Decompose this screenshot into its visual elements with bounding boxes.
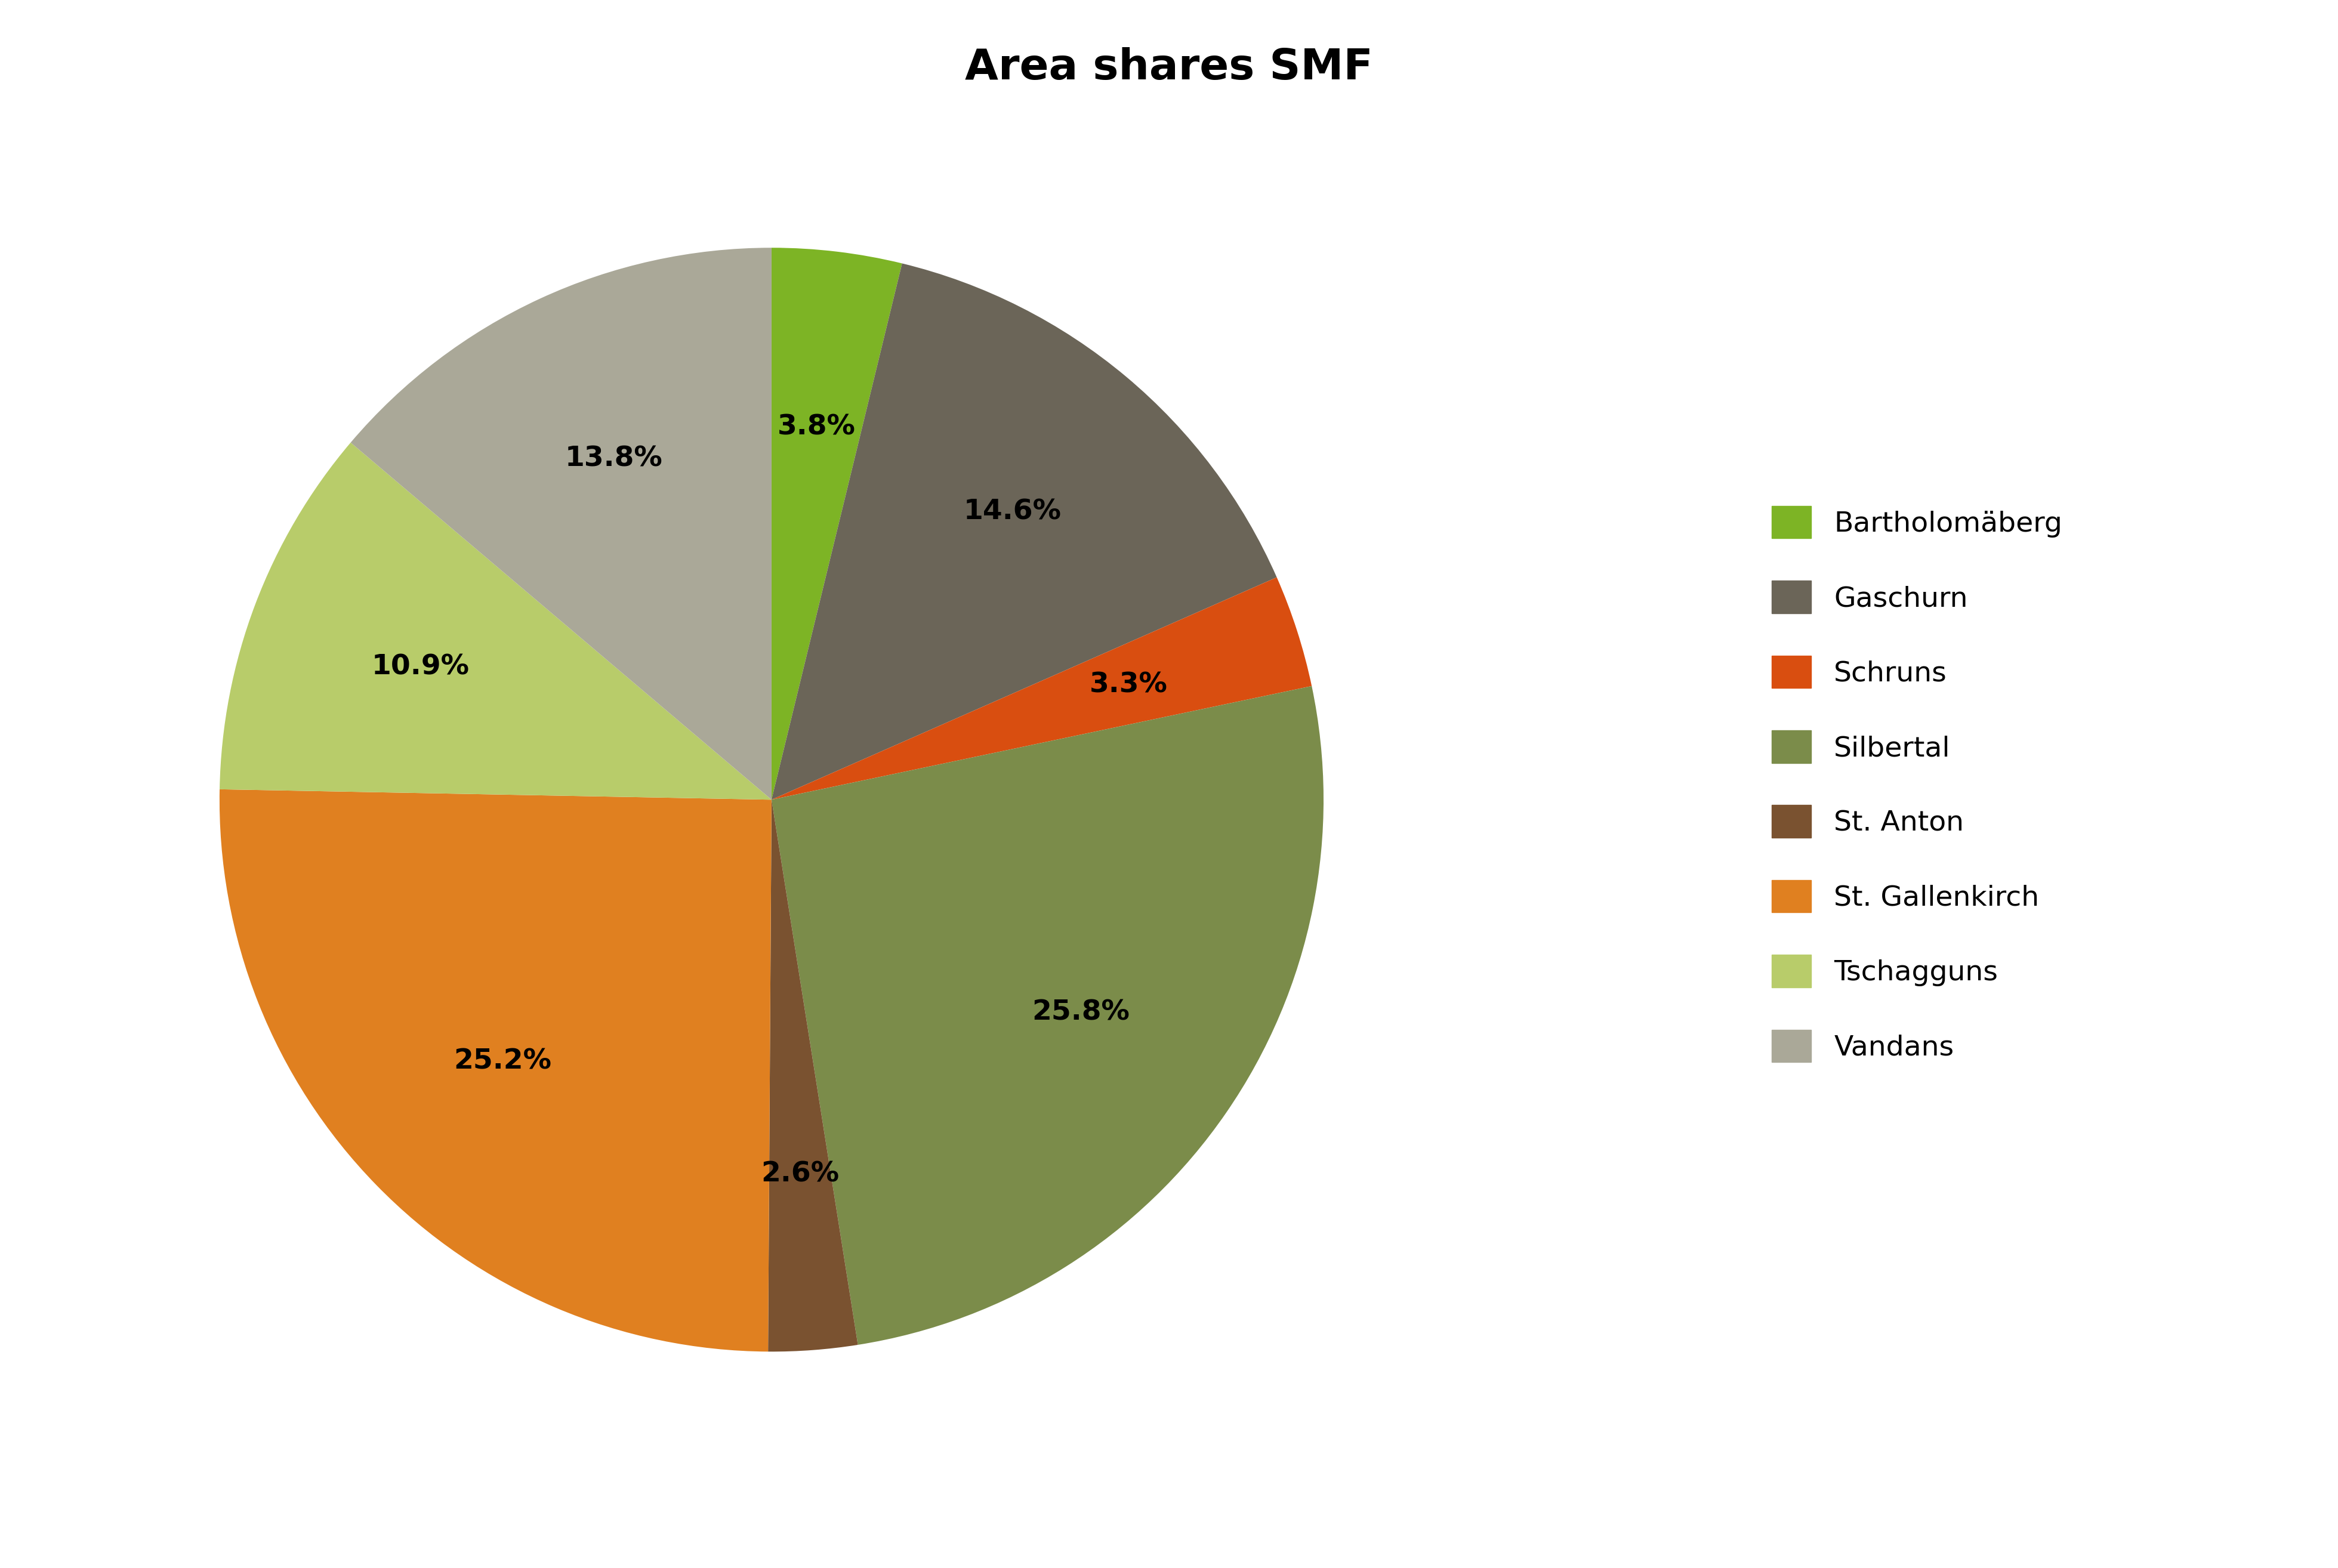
Wedge shape <box>220 789 772 1352</box>
Text: 13.8%: 13.8% <box>566 445 662 472</box>
Wedge shape <box>351 248 772 800</box>
Wedge shape <box>772 687 1323 1345</box>
Text: 3.8%: 3.8% <box>776 414 856 441</box>
Wedge shape <box>220 442 772 800</box>
Wedge shape <box>769 800 858 1352</box>
Text: 25.8%: 25.8% <box>1031 999 1129 1025</box>
Legend: Bartholomäberg, Gaschurn, Schruns, Silbertal, St. Anton, St. Gallenkirch, Tschag: Bartholomäberg, Gaschurn, Schruns, Silbe… <box>1772 506 2062 1062</box>
Text: 3.3%: 3.3% <box>1090 671 1169 698</box>
Wedge shape <box>772 248 902 800</box>
Wedge shape <box>772 577 1312 800</box>
Text: 10.9%: 10.9% <box>372 654 470 681</box>
Text: Area shares SMF: Area shares SMF <box>966 47 1372 88</box>
Text: 2.6%: 2.6% <box>760 1160 839 1187</box>
Text: 25.2%: 25.2% <box>454 1049 552 1076</box>
Text: 14.6%: 14.6% <box>963 499 1061 525</box>
Wedge shape <box>772 263 1277 800</box>
